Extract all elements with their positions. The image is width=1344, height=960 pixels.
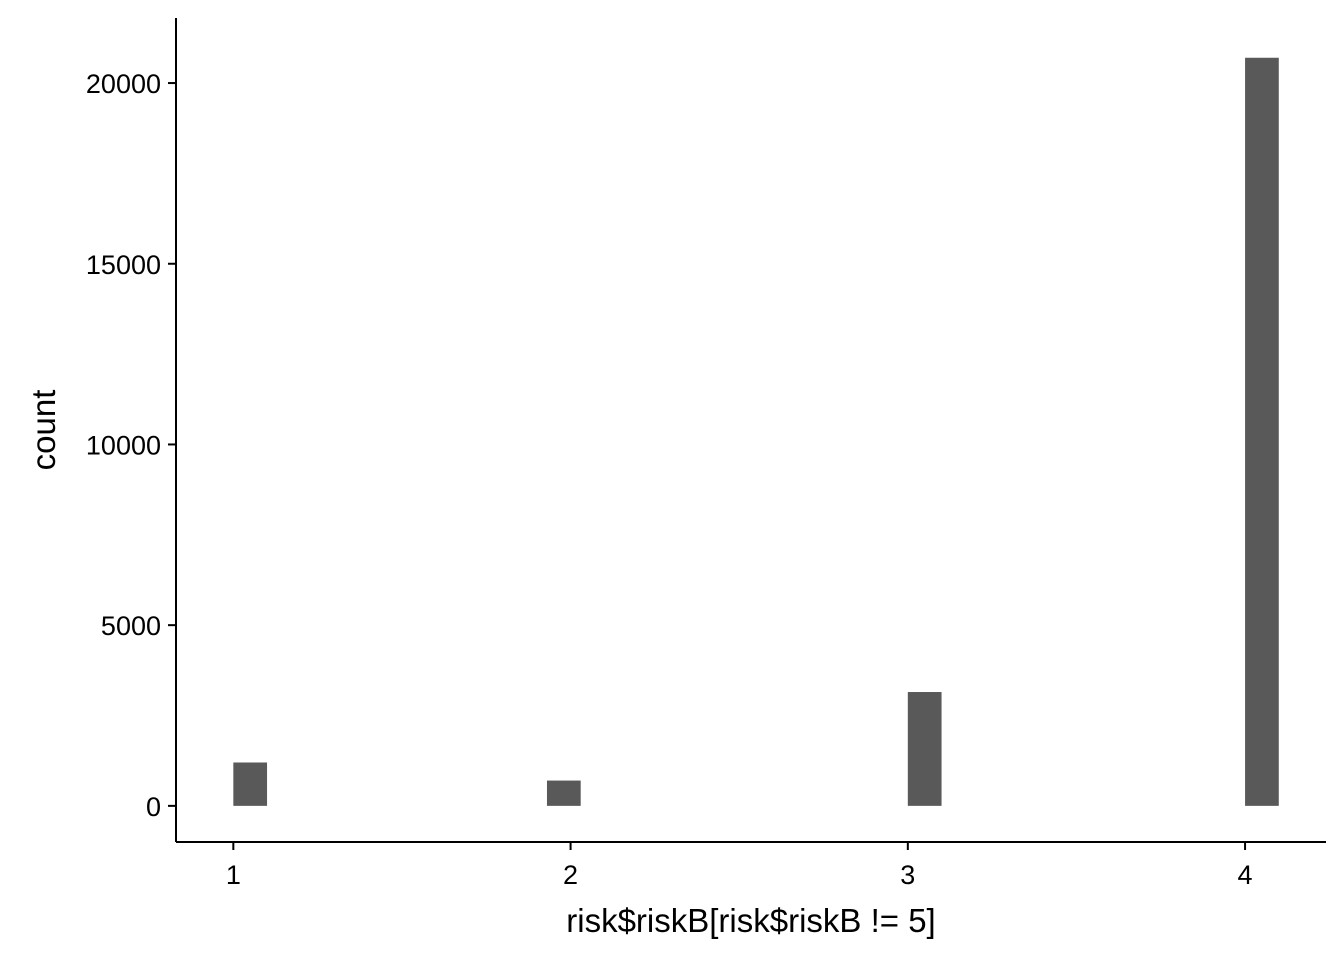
bar [1245, 57, 1279, 806]
y-axis-title: count [25, 390, 62, 471]
x-tick-label: 4 [1238, 860, 1253, 890]
y-axis-ticks: 0 5000 10000 15000 20000 [86, 69, 176, 822]
x-tick-label: 1 [226, 860, 241, 890]
bar [907, 692, 942, 806]
bar [233, 762, 268, 806]
x-tick-label: 3 [900, 860, 915, 890]
y-tick-label: 10000 [86, 430, 161, 460]
y-tick-label: 20000 [86, 69, 161, 99]
x-axis-ticks: 1 2 3 4 [226, 842, 1253, 890]
bars-group [233, 57, 1279, 806]
bar [546, 780, 581, 806]
y-tick-label: 15000 [86, 250, 161, 280]
x-tick-label: 2 [563, 860, 578, 890]
y-tick-label: 5000 [101, 611, 161, 641]
y-tick-label: 0 [146, 792, 161, 822]
x-axis-title: risk$riskB[risk$riskB != 5] [566, 902, 935, 939]
